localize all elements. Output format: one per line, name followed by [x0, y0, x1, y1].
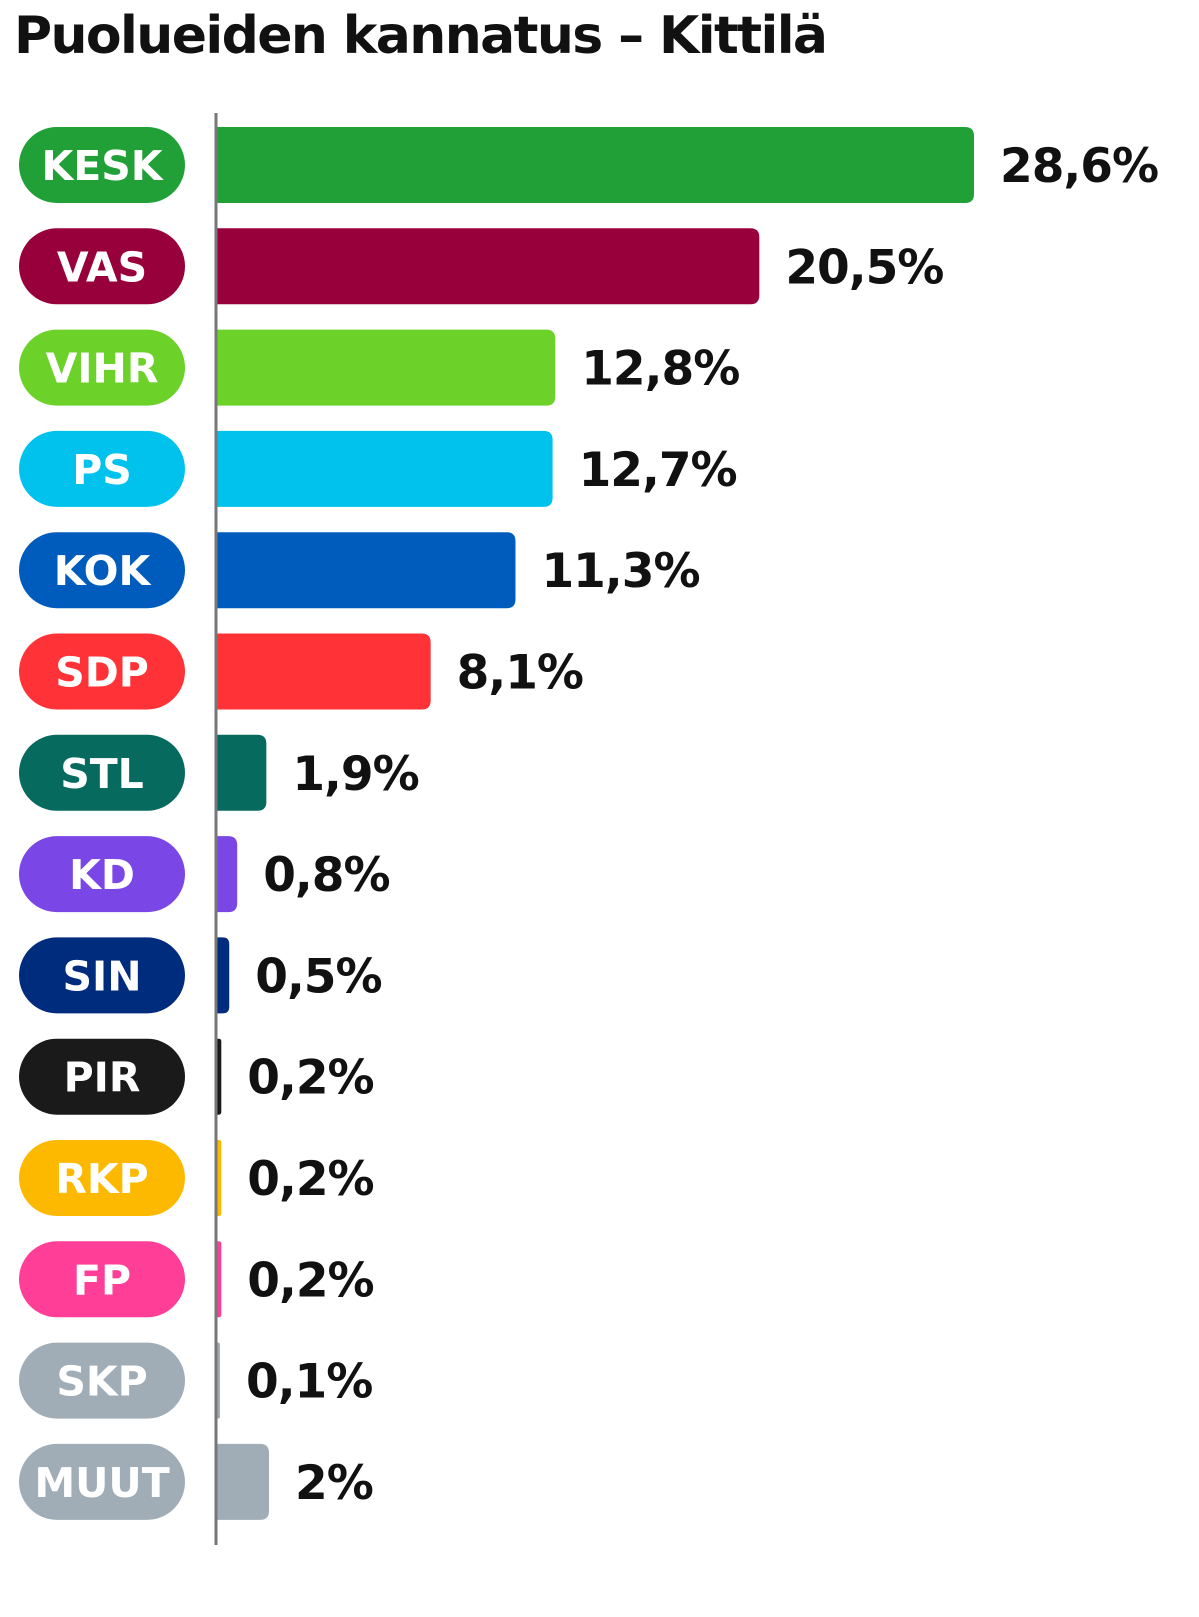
- party-label-vas: VAS: [57, 243, 147, 291]
- value-label-stl: 1,9%: [292, 747, 418, 802]
- value-label-kesk: 28,6%: [1000, 139, 1158, 194]
- chart-title: Puolueiden kannatus – Kittilä: [14, 6, 828, 66]
- bar-vihr: [216, 329, 556, 406]
- party-pill-sdp: [19, 633, 185, 710]
- value-label-rkp: 0,2%: [247, 1152, 373, 1207]
- party-pill-kok: [19, 532, 185, 609]
- value-label-vihr: 12,8%: [581, 342, 739, 397]
- value-label-ps: 12,7%: [579, 443, 737, 498]
- party-label-kd: KD: [69, 851, 135, 899]
- value-label-kok: 11,3%: [541, 544, 699, 599]
- party-label-muut: MUUT: [34, 1459, 169, 1507]
- party-pill-vas: [19, 228, 185, 305]
- party-pill-muut: [19, 1443, 185, 1520]
- value-label-kd: 0,8%: [263, 848, 389, 903]
- party-label-sdp: SDP: [55, 649, 149, 697]
- party-pill-vihr: [19, 329, 185, 406]
- bar-ps: [216, 430, 553, 507]
- party-pill-rkp: [19, 1140, 185, 1216]
- party-pill-pir: [19, 1038, 185, 1115]
- party-pill-skp: [19, 1342, 185, 1419]
- party-label-rkp: RKP: [55, 1155, 148, 1203]
- party-label-fp: FP: [73, 1256, 131, 1304]
- party-label-kok: KOK: [54, 547, 153, 595]
- bar-vas: [216, 228, 760, 305]
- party-label-pir: PIR: [64, 1054, 141, 1102]
- value-label-skp: 0,1%: [246, 1355, 372, 1410]
- party-label-skp: SKP: [56, 1358, 147, 1406]
- value-label-sin: 0,5%: [255, 949, 381, 1004]
- party-label-sin: SIN: [62, 952, 141, 1000]
- party-pill-sin: [19, 937, 185, 1014]
- bar-sin: [216, 937, 230, 1014]
- party-pill-stl: [19, 734, 185, 811]
- party-pill-kesk: [19, 127, 185, 203]
- party-pill-ps: [19, 430, 185, 507]
- bar-kok: [216, 532, 516, 609]
- bar-stl: [216, 734, 267, 811]
- value-label-pir: 0,2%: [247, 1051, 373, 1106]
- party-pill-fp: [19, 1241, 185, 1318]
- bar-kd: [216, 836, 238, 913]
- party-label-ps: PS: [72, 446, 132, 494]
- bar-muut: [216, 1443, 270, 1520]
- value-label-vas: 20,5%: [785, 240, 943, 295]
- value-label-fp: 0,2%: [247, 1253, 373, 1308]
- party-label-vihr: VIHR: [46, 345, 159, 393]
- bar-kesk: [216, 127, 974, 203]
- party-label-kesk: KESK: [41, 142, 164, 190]
- value-label-sdp: 8,1%: [457, 646, 583, 701]
- bar-sdp: [216, 633, 431, 710]
- party-label-stl: STL: [60, 750, 144, 798]
- value-label-muut: 2%: [295, 1456, 373, 1511]
- party-pill-kd: [19, 836, 185, 913]
